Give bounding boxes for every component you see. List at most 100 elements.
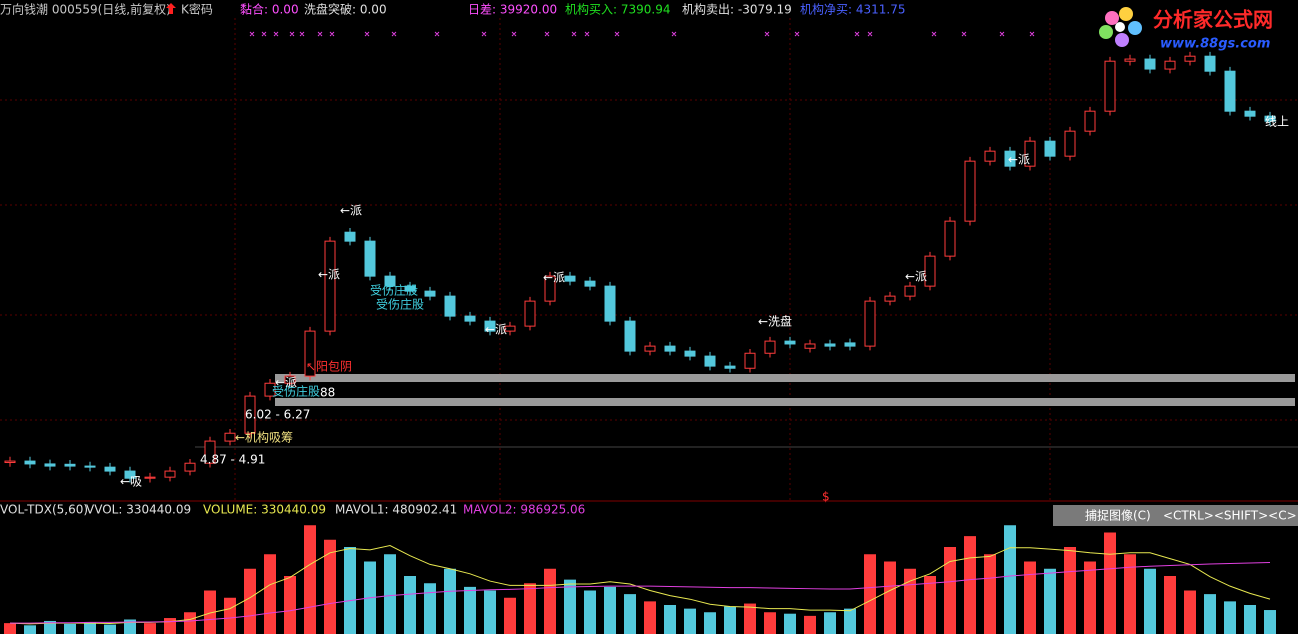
candle-body bbox=[1124, 58, 1136, 62]
volume-bar bbox=[884, 561, 896, 634]
volume-bar bbox=[124, 619, 136, 634]
indicator: 黏合: 0.00 bbox=[240, 2, 299, 17]
volume-bar bbox=[244, 568, 256, 634]
volume-bar bbox=[484, 590, 496, 634]
indicator: MAVOL1: 480902.41 bbox=[335, 503, 457, 517]
candle-body bbox=[524, 300, 536, 327]
candle-body bbox=[724, 365, 736, 369]
volume-bar bbox=[1144, 568, 1156, 634]
logo-name: 分析家公式网 bbox=[1153, 8, 1273, 32]
annotation: ←派 bbox=[275, 376, 297, 390]
candle-body bbox=[664, 345, 676, 352]
petal bbox=[1128, 21, 1142, 35]
volume-bar bbox=[644, 601, 656, 634]
candle-body bbox=[164, 470, 176, 478]
indicator: 机构卖出: -3079.19 bbox=[682, 2, 792, 17]
petal bbox=[1099, 25, 1113, 39]
volume-bar bbox=[784, 613, 796, 634]
candle-body bbox=[1024, 140, 1036, 167]
volume-bar bbox=[1224, 601, 1236, 634]
candle-body bbox=[964, 160, 976, 222]
volume-bar bbox=[1004, 525, 1016, 634]
volume-bar bbox=[864, 554, 876, 634]
indicator-name: VOL-TDX(5,60) bbox=[0, 503, 88, 517]
candle-body bbox=[624, 320, 636, 352]
petal bbox=[1119, 7, 1133, 21]
candle-body bbox=[204, 440, 216, 464]
arrow-icon bbox=[166, 3, 176, 14]
annotation: ←派 bbox=[485, 323, 507, 337]
candle-body bbox=[764, 340, 776, 354]
indicator: 机构买入: 7390.94 bbox=[565, 2, 670, 17]
volume-bar bbox=[524, 583, 536, 634]
candle-body bbox=[224, 432, 236, 442]
indicator: 洗盘突破: 0.00 bbox=[304, 2, 387, 17]
ma-line bbox=[9, 545, 1271, 625]
annotation: 受伤庄股 bbox=[272, 384, 320, 399]
annotation: ←派 bbox=[543, 271, 565, 285]
grid bbox=[0, 18, 1298, 502]
candle-body bbox=[944, 220, 956, 257]
annotation: 4.87 - 4.91 bbox=[200, 453, 265, 467]
volume-bar bbox=[384, 554, 396, 634]
annotation: ←洗盘 bbox=[758, 314, 792, 329]
volume-bar bbox=[564, 579, 576, 634]
candle-body bbox=[1064, 130, 1076, 157]
capture-button[interactable] bbox=[1053, 505, 1298, 526]
candle-body bbox=[884, 295, 896, 302]
indicator: 日差: 39920.00 bbox=[468, 3, 557, 17]
stock-title: 万向钱潮 000559(日线,前复权) bbox=[0, 2, 171, 17]
candle-body bbox=[1204, 55, 1216, 72]
support-band bbox=[275, 398, 1295, 406]
k-code: K密码 bbox=[181, 2, 213, 17]
volume-bar bbox=[204, 590, 216, 634]
candle-body bbox=[1044, 140, 1056, 157]
candle-body bbox=[104, 466, 116, 472]
annotation: ↖阳包阴 bbox=[306, 360, 352, 374]
annotation: 88 bbox=[320, 386, 335, 400]
annotation: ←吸 bbox=[120, 475, 142, 489]
candle-body bbox=[924, 255, 936, 287]
indicator: VVOL: 330440.09 bbox=[86, 503, 191, 517]
candle-body bbox=[84, 465, 96, 468]
candle-body bbox=[824, 343, 836, 347]
annotation: ←机构吸筹 bbox=[235, 430, 293, 445]
candle-body bbox=[1184, 55, 1196, 62]
volume-bar bbox=[944, 547, 956, 634]
candle-body bbox=[1084, 110, 1096, 132]
volume-bar bbox=[604, 586, 616, 634]
header: 万向钱潮 000559(日线,前复权) K密码 黏合: 0.00 洗盘突破: 0… bbox=[0, 2, 905, 17]
candle-body bbox=[604, 285, 616, 322]
annotation: ←派 bbox=[340, 204, 362, 218]
volume-bar bbox=[144, 623, 156, 634]
candle-body bbox=[564, 275, 576, 282]
candle-body bbox=[544, 275, 556, 302]
indicator: MAVOL2: 986925.06 bbox=[463, 503, 585, 517]
candle-body bbox=[744, 352, 756, 369]
volume-bar bbox=[44, 620, 56, 634]
volume-bar bbox=[424, 583, 436, 634]
signal-crosses bbox=[249, 31, 1105, 37]
volume-bar bbox=[924, 576, 936, 634]
indicator: VOLUME: 330440.09 bbox=[203, 503, 326, 517]
candle-body bbox=[684, 350, 696, 357]
annotation: 6.02 - 6.27 bbox=[245, 408, 310, 422]
candle-body bbox=[284, 375, 296, 384]
volume-bar bbox=[1024, 561, 1036, 634]
volume-bar bbox=[104, 624, 116, 634]
flower-center bbox=[1115, 22, 1125, 32]
annotation: ←派 bbox=[1008, 153, 1030, 167]
volume-bar bbox=[224, 597, 236, 634]
volume-bar bbox=[904, 568, 916, 634]
candle-body bbox=[1004, 150, 1016, 167]
annotation: 受伤庄股 bbox=[376, 297, 424, 312]
candle-body bbox=[184, 462, 196, 472]
candle-body bbox=[304, 330, 316, 377]
capture-label[interactable]: 捕捉图像(C) bbox=[1085, 508, 1151, 523]
candle-body bbox=[404, 285, 416, 292]
candle-body bbox=[384, 275, 396, 287]
volume-bar bbox=[684, 608, 696, 634]
volume-bar bbox=[804, 615, 816, 634]
volume-bar bbox=[184, 612, 196, 634]
